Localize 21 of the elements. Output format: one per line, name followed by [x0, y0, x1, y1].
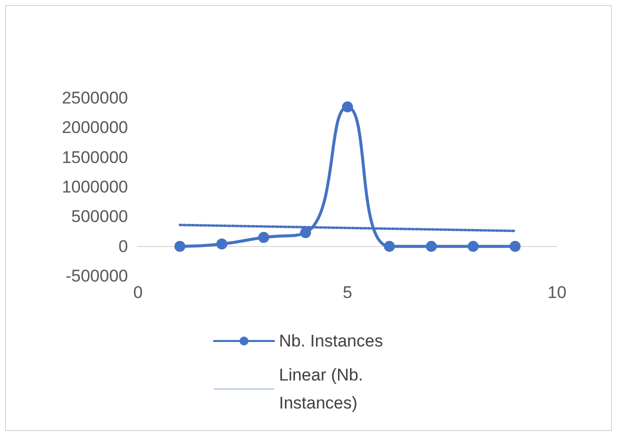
x-tick-label: 5 — [342, 283, 352, 302]
x-tick-label: 10 — [548, 283, 566, 302]
point — [510, 240, 521, 252]
legend-label: Nb. Instances — [279, 332, 383, 350]
point — [258, 232, 270, 243]
y-tick-label: -500000 — [66, 266, 128, 286]
y-tick-label: 0 — [118, 236, 128, 256]
y-tick-label: 1500000 — [62, 148, 128, 167]
x-tick-label: 0 — [133, 283, 143, 302]
point — [384, 240, 395, 252]
point — [300, 227, 312, 238]
point — [468, 240, 479, 252]
y-tick-label: 1000000 — [62, 178, 128, 196]
y-tick-label: 2500000 — [62, 88, 128, 108]
point — [174, 240, 186, 252]
legend-label: Linear (Nb. Instances) — [279, 366, 368, 412]
point — [216, 238, 228, 250]
y-tick-label: 500000 — [71, 207, 128, 226]
point — [342, 101, 353, 112]
point — [426, 240, 437, 252]
y-tick-label: 2000000 — [62, 118, 128, 138]
